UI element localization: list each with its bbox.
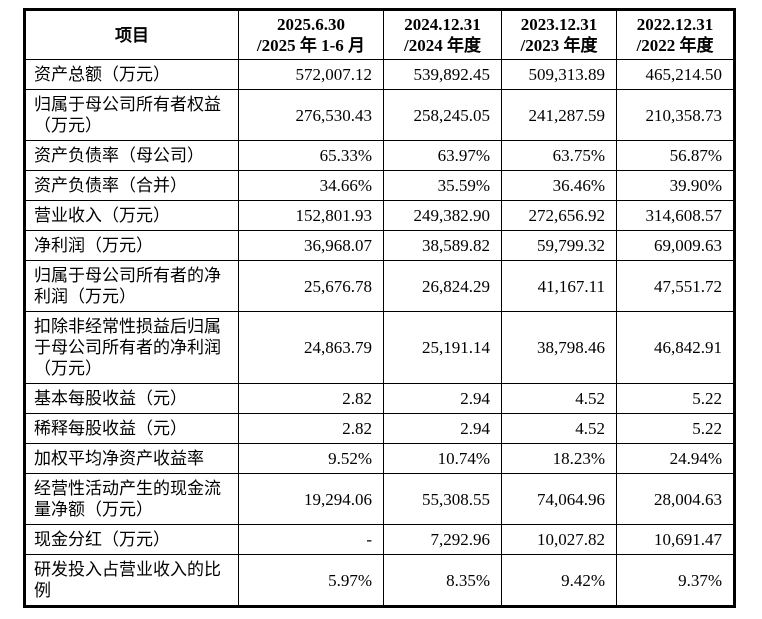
cell-value: 509,313.89 [501, 59, 617, 90]
row-label: 营业收入（万元） [24, 200, 239, 231]
cell-value: 34.66% [238, 170, 384, 201]
table-row: 基本每股收益（元） 2.82 2.94 4.52 5.22 [24, 383, 735, 414]
cell-value: 47,551.72 [616, 260, 735, 312]
header-row: 项目 2025.6.30 /2025 年 1-6 月 2024.12.31 /2… [24, 9, 735, 60]
table-row: 研发投入占营业收入的比例 5.97% 8.35% 9.42% 9.37% [24, 554, 735, 607]
cell-value: 465,214.50 [616, 59, 735, 90]
cell-value: 2.82 [238, 383, 384, 414]
cell-value: 24,863.79 [238, 311, 384, 384]
cell-value: 25,191.14 [383, 311, 502, 384]
column-header-period-2024: 2024.12.31 /2024 年度 [383, 9, 502, 60]
column-header-period-2023: 2023.12.31 /2023 年度 [501, 9, 617, 60]
cell-value: 19,294.06 [238, 473, 384, 525]
cell-value: 18.23% [501, 443, 617, 474]
row-label: 扣除非经常性损益后归属于母公司所有者的净利润（万元） [24, 311, 239, 384]
table-row: 稀释每股收益（元） 2.82 2.94 4.52 5.22 [24, 413, 735, 444]
table-row: 资产负债率（母公司） 65.33% 63.97% 63.75% 56.87% [24, 140, 735, 171]
row-label: 研发投入占营业收入的比例 [24, 554, 239, 607]
row-label: 资产负债率（母公司） [24, 140, 239, 171]
cell-value: 241,287.59 [501, 89, 617, 141]
row-label: 归属于母公司所有者权益（万元） [24, 89, 239, 141]
cell-value: 9.52% [238, 443, 384, 474]
cell-value: 55,308.55 [383, 473, 502, 525]
table-row: 现金分红（万元） - 7,292.96 10,027.82 10,691.47 [24, 524, 735, 555]
cell-value: 26,824.29 [383, 260, 502, 312]
row-label: 加权平均净资产收益率 [24, 443, 239, 474]
cell-value: 5.97% [238, 554, 384, 607]
financial-summary-table-container: 项目 2025.6.30 /2025 年 1-6 月 2024.12.31 /2… [23, 8, 736, 608]
table-row: 归属于母公司所有者的净利润（万元） 25,676.78 26,824.29 41… [24, 260, 735, 312]
cell-value: - [238, 524, 384, 555]
cell-value: 10.74% [383, 443, 502, 474]
column-header-item: 项目 [24, 9, 239, 60]
cell-value: 2.82 [238, 413, 384, 444]
column-header-period-2025: 2025.6.30 /2025 年 1-6 月 [238, 9, 384, 60]
cell-value: 63.75% [501, 140, 617, 171]
cell-value: 4.52 [501, 413, 617, 444]
cell-value: 35.59% [383, 170, 502, 201]
cell-value: 2.94 [383, 383, 502, 414]
table-row: 净利润（万元） 36,968.07 38,589.82 59,799.32 69… [24, 230, 735, 261]
cell-value: 74,064.96 [501, 473, 617, 525]
cell-value: 59,799.32 [501, 230, 617, 261]
table-row: 归属于母公司所有者权益（万元） 276,530.43 258,245.05 24… [24, 89, 735, 141]
cell-value: 9.42% [501, 554, 617, 607]
cell-value: 56.87% [616, 140, 735, 171]
cell-value: 36,968.07 [238, 230, 384, 261]
row-label: 稀释每股收益（元） [24, 413, 239, 444]
cell-value: 572,007.12 [238, 59, 384, 90]
table-row: 扣除非经常性损益后归属于母公司所有者的净利润（万元） 24,863.79 25,… [24, 311, 735, 384]
cell-value: 69,009.63 [616, 230, 735, 261]
row-label: 资产负债率（合并） [24, 170, 239, 201]
cell-value: 41,167.11 [501, 260, 617, 312]
row-label: 净利润（万元） [24, 230, 239, 261]
cell-value: 25,676.78 [238, 260, 384, 312]
cell-value: 8.35% [383, 554, 502, 607]
cell-value: 28,004.63 [616, 473, 735, 525]
cell-value: 2.94 [383, 413, 502, 444]
cell-value: 63.97% [383, 140, 502, 171]
cell-value: 258,245.05 [383, 89, 502, 141]
cell-value: 210,358.73 [616, 89, 735, 141]
table-row: 经营性活动产生的现金流量净额（万元） 19,294.06 55,308.55 7… [24, 473, 735, 525]
cell-value: 7,292.96 [383, 524, 502, 555]
cell-value: 5.22 [616, 413, 735, 444]
cell-value: 46,842.91 [616, 311, 735, 384]
row-label: 基本每股收益（元） [24, 383, 239, 414]
cell-value: 539,892.45 [383, 59, 502, 90]
row-label: 归属于母公司所有者的净利润（万元） [24, 260, 239, 312]
cell-value: 314,608.57 [616, 200, 735, 231]
cell-value: 5.22 [616, 383, 735, 414]
cell-value: 4.52 [501, 383, 617, 414]
cell-value: 38,589.82 [383, 230, 502, 261]
financial-summary-table: 项目 2025.6.30 /2025 年 1-6 月 2024.12.31 /2… [23, 8, 736, 608]
cell-value: 24.94% [616, 443, 735, 474]
cell-value: 249,382.90 [383, 200, 502, 231]
cell-value: 272,656.92 [501, 200, 617, 231]
row-label: 资产总额（万元） [24, 59, 239, 90]
table-row: 加权平均净资产收益率 9.52% 10.74% 18.23% 24.94% [24, 443, 735, 474]
row-label: 经营性活动产生的现金流量净额（万元） [24, 473, 239, 525]
cell-value: 38,798.46 [501, 311, 617, 384]
cell-value: 9.37% [616, 554, 735, 607]
cell-value: 65.33% [238, 140, 384, 171]
cell-value: 10,027.82 [501, 524, 617, 555]
table-row: 营业收入（万元） 152,801.93 249,382.90 272,656.9… [24, 200, 735, 231]
cell-value: 152,801.93 [238, 200, 384, 231]
cell-value: 276,530.43 [238, 89, 384, 141]
column-header-period-2022: 2022.12.31 /2022 年度 [616, 9, 735, 60]
cell-value: 39.90% [616, 170, 735, 201]
cell-value: 36.46% [501, 170, 617, 201]
table-row: 资产负债率（合并） 34.66% 35.59% 36.46% 39.90% [24, 170, 735, 201]
cell-value: 10,691.47 [616, 524, 735, 555]
table-row: 资产总额（万元） 572,007.12 539,892.45 509,313.8… [24, 59, 735, 90]
row-label: 现金分红（万元） [24, 524, 239, 555]
